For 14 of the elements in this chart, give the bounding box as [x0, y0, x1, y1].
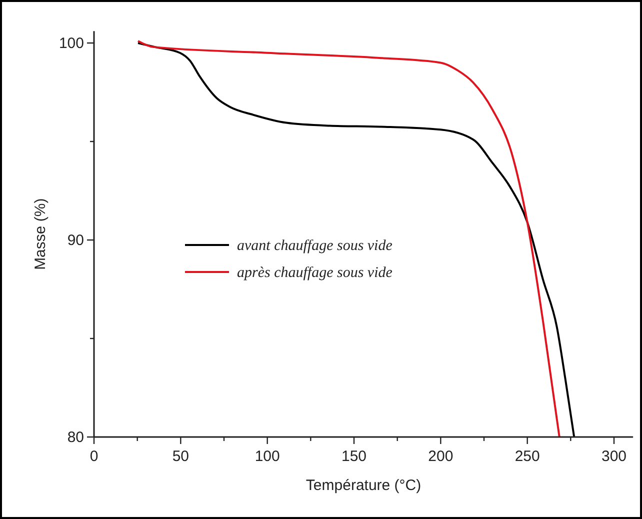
x-tick-label: 200 [428, 448, 454, 465]
y-axis-title: Masse (%) [32, 198, 49, 270]
x-tick-label: 250 [514, 448, 540, 465]
x-tick-label: 150 [341, 448, 367, 465]
y-tick-label: 80 [67, 429, 84, 446]
x-axis-title: Température (°C) [306, 477, 422, 494]
y-tick-label: 90 [67, 232, 84, 249]
x-tick-label: 300 [601, 448, 627, 465]
x-tick-label: 0 [90, 448, 98, 465]
y-tick-label: 100 [58, 35, 84, 52]
x-tick-label: 50 [172, 448, 190, 465]
x-tick-label: 100 [254, 448, 280, 465]
legend-label: après chauffage sous vide [237, 265, 393, 281]
legend-label: avant chauffage sous vide [237, 238, 393, 254]
